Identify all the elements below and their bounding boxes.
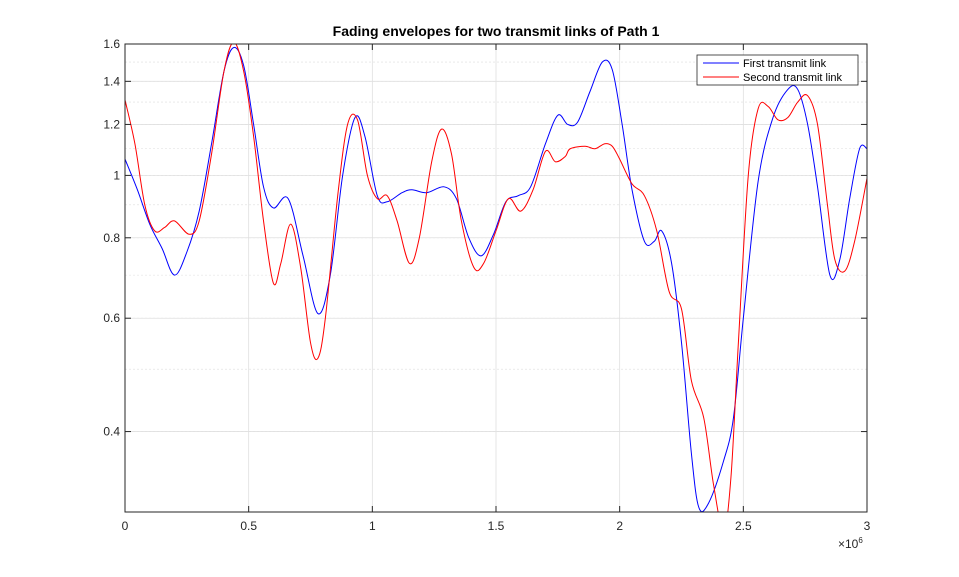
y-tick-labels: 0.4 0.6 0.8 1 1.2 1.4 1.6 (103, 37, 120, 439)
y-tick-label: 1.2 (103, 117, 120, 131)
x-tick-label: 2.5 (735, 519, 752, 533)
x-tick-labels: 0 0.5 1 1.5 2 2.5 3 (122, 519, 871, 533)
x-tick-label: 2 (616, 519, 623, 533)
chart-title: Fading envelopes for two transmit links … (333, 23, 660, 39)
x-tick-label: 0.5 (240, 519, 257, 533)
y-tick-label: 0.4 (103, 425, 120, 439)
y-tick-label: 0.6 (103, 311, 120, 325)
y-tick-label: 1.6 (103, 37, 120, 51)
series-line-second-transmit-link (125, 44, 867, 512)
legend-box (696, 54, 859, 86)
y-tick-label: 1 (113, 168, 120, 182)
y-tick-label: 1.4 (103, 74, 120, 88)
x-tick-label: 1 (369, 519, 376, 533)
x-exponent-base: ×10 (838, 537, 859, 551)
series-layer (125, 44, 867, 512)
x-exponent-power: 6 (858, 536, 863, 545)
series-line-first-transmit-link (125, 47, 867, 512)
legend-label-second-transmit-link: Second transmit link (743, 72, 843, 84)
x-tick-label: 0 (122, 519, 129, 533)
y-tick-label: 0.8 (103, 231, 120, 245)
x-exponent-label: ×106 (838, 536, 863, 551)
x-tick-label: 1.5 (488, 519, 505, 533)
x-tick-label: 3 (864, 519, 871, 533)
legend-label-first-transmit-link: First transmit link (743, 58, 827, 70)
legend: First transmit link Second transmit link (696, 54, 859, 86)
tick-marks (124, 43, 868, 512)
